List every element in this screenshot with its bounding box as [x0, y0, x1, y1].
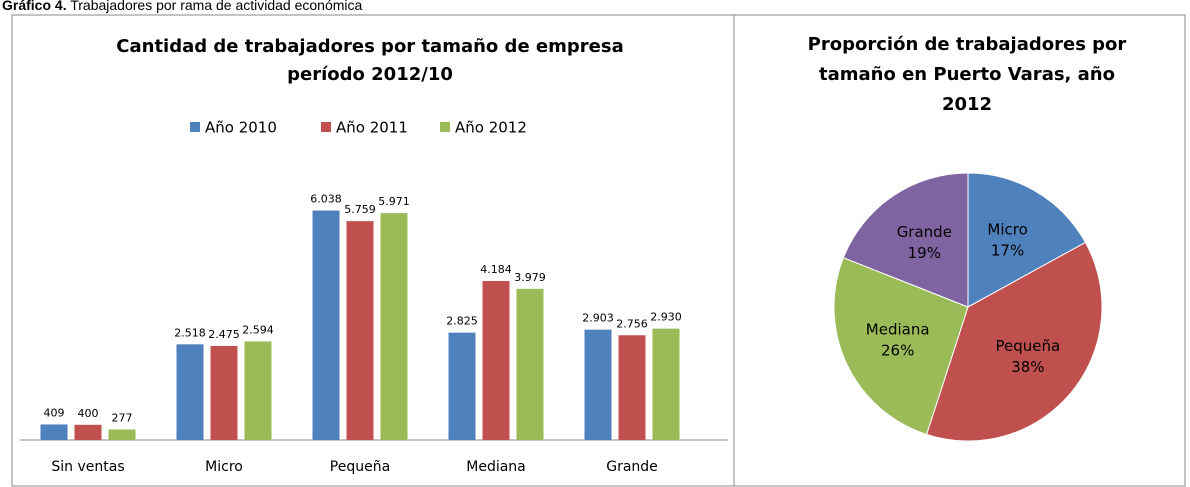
bar — [74, 424, 102, 440]
value-label: 5.759 — [344, 203, 376, 216]
legend-label: Año 2010 — [205, 119, 277, 137]
value-label: 2.825 — [446, 315, 478, 328]
bar — [108, 429, 136, 440]
slice-name: Mediana — [866, 321, 930, 339]
value-label: 6.038 — [310, 193, 342, 206]
slice-value: 38% — [1011, 358, 1044, 376]
x-tick-label: Sin ventas — [51, 459, 124, 475]
value-label: 2.594 — [242, 323, 274, 336]
legend-label: Año 2011 — [336, 119, 408, 137]
caption-text: Trabajadores por rama de actividad econó… — [70, 0, 362, 13]
slice-value: 19% — [908, 244, 941, 262]
value-label: 2.930 — [650, 311, 682, 324]
value-label: 4.184 — [480, 263, 512, 276]
value-label: 2.756 — [616, 317, 648, 330]
bar — [210, 345, 238, 440]
legend-swatch — [190, 122, 200, 132]
bar — [312, 210, 340, 440]
caption: Gráfico 4. Trabajadores por rama de acti… — [2, 0, 363, 13]
legend-swatch — [321, 122, 331, 132]
bar — [482, 281, 510, 440]
bar — [448, 332, 476, 440]
bar — [380, 213, 408, 440]
x-tick-label: Micro — [205, 459, 243, 475]
bar — [516, 288, 544, 440]
value-label: 400 — [78, 407, 99, 420]
bar — [652, 328, 680, 440]
pie-slice — [925, 241, 1103, 442]
bar — [584, 329, 612, 440]
value-label: 2.903 — [582, 312, 614, 325]
pie-slice — [842, 172, 969, 308]
slice-name: Pequeña — [996, 337, 1061, 355]
bar — [40, 424, 68, 440]
chart-title: 2012 — [942, 94, 992, 115]
x-tick-label: Grande — [606, 459, 658, 475]
bar — [618, 335, 646, 440]
value-label: 409 — [44, 406, 65, 419]
chart-title: período 2012/10 — [287, 64, 453, 85]
chart-title: tamaño en Puerto Varas, año — [819, 64, 1115, 85]
slice-value: 26% — [881, 342, 914, 360]
value-label: 2.518 — [174, 326, 206, 339]
x-tick-label: Mediana — [466, 459, 526, 475]
legend-swatch — [440, 122, 450, 132]
slice-value: 17% — [991, 242, 1024, 260]
value-label: 3.979 — [514, 271, 546, 284]
value-label: 5.971 — [378, 195, 410, 208]
bar — [176, 344, 204, 440]
caption-label: Gráfico 4. — [2, 0, 67, 13]
x-tick-label: Pequeña — [330, 459, 390, 475]
pie-slice — [967, 172, 1087, 308]
slice-name: Micro — [987, 221, 1027, 239]
bar — [244, 341, 272, 440]
slice-name: Grande — [897, 223, 952, 241]
bar — [346, 221, 374, 440]
value-label: 277 — [112, 411, 133, 424]
pie-frame — [733, 14, 1186, 487]
pie-slice — [833, 257, 969, 436]
legend-label: Año 2012 — [455, 119, 527, 137]
chart-title: Cantidad de trabajadores por tamaño de e… — [116, 36, 623, 57]
chart-title: Proporción de trabajadores por — [808, 34, 1127, 55]
value-label: 2.475 — [208, 328, 240, 341]
